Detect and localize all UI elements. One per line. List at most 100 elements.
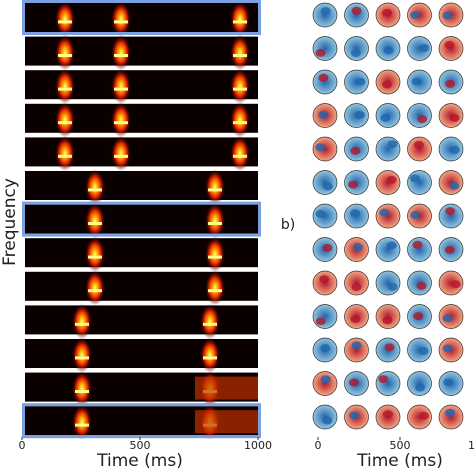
power-band: [205, 203, 225, 238]
topomap-blob: [378, 375, 389, 384]
power-peak: [203, 322, 217, 326]
topomap-blob: [348, 180, 359, 189]
topomap: [312, 371, 338, 396]
power-band: [230, 1, 250, 37]
x-tick-label: 500: [130, 439, 151, 452]
topomap-blob: [350, 49, 361, 58]
power-peak: [233, 121, 247, 125]
power-peak: [88, 222, 102, 225]
topomap-blob: [410, 10, 421, 19]
power-band: [72, 303, 92, 339]
topomap-blob: [449, 181, 460, 190]
topomap-blob: [350, 146, 361, 155]
power-band: [111, 135, 131, 171]
x-tick-label: 500: [390, 439, 411, 452]
topomap-blob: [387, 140, 398, 149]
topomap-blob: [350, 315, 361, 324]
topomap-blob: [382, 8, 393, 17]
topomap: [438, 404, 464, 430]
power-band: [55, 1, 75, 37]
power-peak: [233, 87, 247, 91]
power-peak: [208, 289, 222, 293]
topomap: [407, 371, 432, 396]
topomap-blob: [387, 282, 398, 291]
topomap-blob: [322, 416, 333, 425]
topomap: [344, 337, 369, 363]
topomap: [375, 270, 401, 296]
power-peak: [114, 154, 128, 158]
power-peak: [208, 222, 222, 225]
topomap-blob: [318, 110, 329, 119]
power-peak: [58, 87, 72, 91]
topomap-blob: [444, 41, 455, 50]
topomap: [375, 136, 401, 162]
topomap-blob: [382, 80, 393, 89]
topomap-blob: [417, 115, 428, 124]
topomap-blob: [349, 411, 360, 420]
power-band: [85, 270, 105, 306]
topomap-blob: [318, 73, 329, 82]
power-band: [205, 169, 225, 205]
topomap-blob: [322, 182, 333, 191]
power-peak: [75, 322, 89, 326]
topomap: [407, 103, 432, 128]
power-peak: [114, 121, 128, 125]
topomap-blob: [354, 111, 365, 120]
topomap-blob: [320, 344, 331, 353]
x-tick-label: 1000: [244, 439, 272, 452]
topomap: [438, 203, 464, 229]
power-peak: [58, 20, 72, 24]
topomap: [375, 170, 401, 195]
topomap: [312, 304, 338, 329]
topomap-blob: [352, 243, 363, 252]
power-band: [230, 102, 250, 138]
power-band: [205, 236, 225, 272]
topomap-blob: [413, 312, 424, 321]
highlight: [22, 0, 261, 35]
power-peak: [58, 121, 72, 125]
topomap-blob: [412, 240, 423, 249]
broadband: [195, 376, 258, 400]
topomap-blob: [349, 378, 360, 387]
topomap: [312, 136, 338, 162]
topomap-blob: [315, 209, 326, 218]
topomap-blob: [384, 343, 395, 352]
topomap-blob: [315, 143, 326, 152]
topomap-blob: [450, 280, 461, 289]
power-band: [111, 1, 131, 37]
power-peak: [75, 356, 89, 360]
topomap: [407, 237, 432, 262]
power-peak: [114, 87, 128, 91]
topomap-blob: [351, 283, 362, 292]
highlight: [22, 403, 261, 439]
topomap-blob: [319, 275, 330, 284]
topomap-blob: [320, 7, 331, 16]
topomap: [312, 36, 338, 61]
power-peak: [208, 188, 222, 192]
topomap-blob: [322, 243, 333, 252]
topomap-blob: [445, 79, 456, 88]
topomap-blob: [449, 145, 460, 154]
power-band: [85, 203, 105, 238]
power-band: [72, 371, 92, 406]
power-band: [200, 337, 220, 373]
power-band: [111, 35, 131, 70]
topomap-blob: [442, 11, 453, 20]
topomap-blob: [449, 113, 460, 122]
spectrogram: [25, 305, 258, 335]
topomap-blob: [419, 43, 430, 52]
panel-label: b): [281, 217, 295, 233]
topomap-blob: [380, 113, 391, 122]
topomap-blob: [411, 77, 422, 86]
power-peak: [233, 20, 247, 24]
highlight: [22, 201, 261, 237]
power-band: [205, 270, 225, 306]
power-band: [230, 68, 250, 104]
power-band: [55, 135, 75, 171]
power-band: [230, 35, 250, 70]
power-peak: [58, 154, 72, 158]
topomap: [312, 170, 338, 195]
power-peak: [233, 154, 247, 158]
power-band: [55, 68, 75, 104]
